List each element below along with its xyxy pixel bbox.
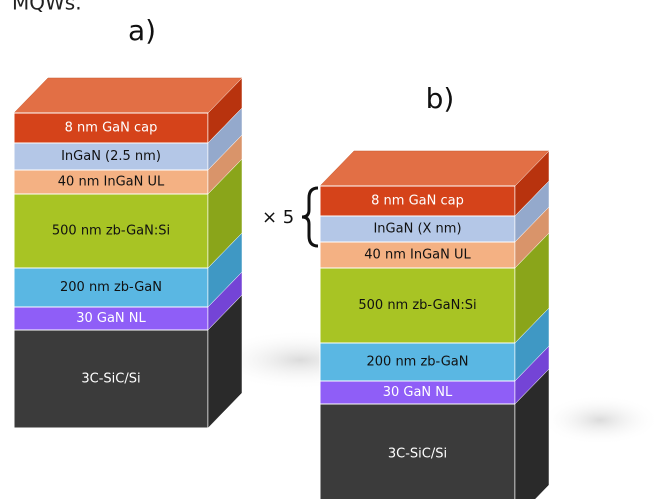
- layer-front: [13, 267, 209, 308]
- layer-label: 30 GaN NL: [383, 385, 453, 400]
- layer-label: 500 nm zb-GaN:Si: [52, 224, 170, 239]
- layer-label: 3C-SiC/Si: [388, 447, 447, 462]
- panel-label: b): [426, 82, 455, 115]
- layer-label: 3C-SiC/Si: [81, 372, 140, 387]
- repeat-label: × 5: [262, 207, 294, 228]
- layer-front: [13, 142, 209, 171]
- panel-label: a): [128, 14, 156, 47]
- layer-side: [207, 294, 243, 429]
- shadow: [540, 395, 658, 445]
- layer-label: 8 nm GaN cap: [65, 121, 158, 136]
- layer-front: [319, 241, 516, 269]
- layer-front: [319, 342, 516, 382]
- layer-label: 200 nm zb-GaN: [367, 355, 469, 370]
- layer-front: [319, 215, 516, 243]
- layer-front: [319, 267, 516, 344]
- layer-label: 40 nm InGaN UL: [364, 248, 471, 263]
- layer-label: 30 GaN NL: [76, 311, 146, 326]
- top-face: [319, 150, 550, 187]
- layer-front: [13, 169, 209, 195]
- top-face: [13, 77, 243, 114]
- layer-front: [13, 329, 209, 429]
- layer-label: 200 nm zb-GaN: [60, 280, 162, 295]
- stacks: 8 nm GaN cap InGaN (2.5 nm) 40 nm InGaN UL…: [13, 77, 550, 499]
- layer-label: InGaN (2.5 nm): [61, 149, 161, 164]
- layer-label: 8 nm GaN cap: [371, 194, 464, 209]
- brace: [301, 186, 319, 248]
- layer-label: 500 nm zb-GaN:Si: [358, 298, 476, 313]
- layer-front: [13, 193, 209, 269]
- layer-label: 40 nm InGaN UL: [58, 175, 165, 190]
- layer-front: [319, 403, 516, 499]
- layer-side: [514, 368, 550, 499]
- layer-label: InGaN (X nm): [373, 222, 461, 237]
- caption: MQWs.: [12, 0, 82, 15]
